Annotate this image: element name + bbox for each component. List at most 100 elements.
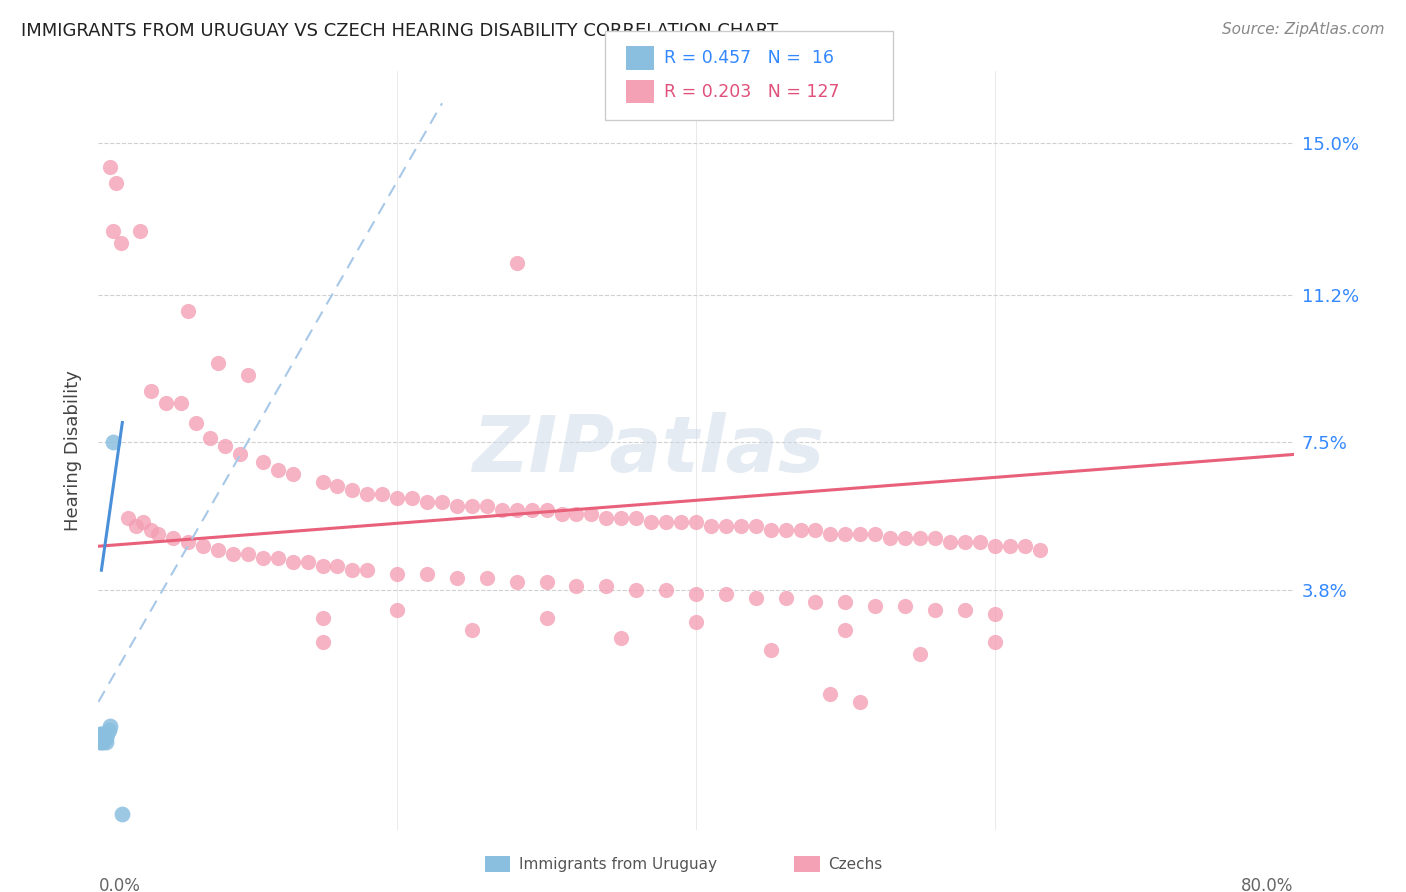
Point [536,575,558,590]
Point [89,727,111,741]
Point [91,727,114,741]
Point [834,527,856,541]
Point [207,543,229,558]
Point [581,508,603,522]
Point [685,615,707,629]
Point [229,447,252,461]
Point [953,535,976,549]
Point [342,563,364,577]
Point [953,603,976,617]
Point [984,635,1007,649]
Point [139,384,162,398]
Text: Source: ZipAtlas.com: Source: ZipAtlas.com [1222,22,1385,37]
Point [1028,543,1050,558]
Point [385,567,409,582]
Point [191,539,214,553]
Point [103,435,125,450]
Point [775,591,797,606]
Point [90,731,112,745]
Point [267,551,290,566]
Point [93,731,115,745]
Point [222,547,245,561]
Point [475,571,498,585]
Point [565,508,588,522]
Point [475,500,498,514]
Point [311,475,333,490]
Point [700,519,723,533]
Point [714,587,737,601]
Point [416,495,439,509]
Point [655,516,678,530]
Point [267,463,290,477]
Point [894,599,917,613]
Point [759,643,782,657]
Text: Immigrants from Uruguay: Immigrants from Uruguay [519,857,717,871]
Point [326,559,349,574]
Point [908,531,931,545]
Point [281,555,304,569]
Point [730,519,752,533]
Point [89,735,111,749]
Point [311,635,333,649]
Point [834,595,856,609]
Point [834,623,856,637]
Point [129,224,152,238]
Point [281,467,304,482]
Point [90,735,112,749]
Point [865,599,887,613]
Point [565,579,588,593]
Point [669,516,692,530]
Point [236,547,259,561]
Point [125,519,148,533]
Point [385,603,409,617]
Point [520,503,543,517]
Point [155,395,177,409]
Point [804,523,827,537]
Point [371,487,394,501]
Point [595,511,617,525]
Point [998,539,1021,553]
Point [200,432,222,446]
Point [714,519,737,533]
Point [461,623,484,637]
Point [894,531,917,545]
Point [685,516,707,530]
Point [789,523,811,537]
Point [89,731,111,745]
Point [207,356,229,370]
Point [91,731,114,745]
Point [326,479,349,493]
Point [491,503,513,517]
Point [105,176,128,190]
Point [111,806,134,821]
Text: 80.0%: 80.0% [1241,878,1294,892]
Text: IMMIGRANTS FROM URUGUAY VS CZECH HEARING DISABILITY CORRELATION CHART: IMMIGRANTS FROM URUGUAY VS CZECH HEARING… [21,22,778,40]
Point [506,503,529,517]
Point [98,719,122,733]
Point [117,511,139,525]
Y-axis label: Hearing Disability: Hearing Disability [65,370,83,531]
Point [311,559,333,574]
Point [236,368,259,382]
Point [416,567,439,582]
Point [655,583,678,598]
Point [536,611,558,625]
Point [536,503,558,517]
Point [184,416,207,430]
Text: R = 0.203   N = 127: R = 0.203 N = 127 [664,83,839,101]
Point [759,523,782,537]
Point [506,256,529,270]
Point [177,303,200,318]
Point [148,527,170,541]
Point [103,224,125,238]
Point [90,727,112,741]
Point [506,575,529,590]
Point [626,511,648,525]
Point [93,731,115,745]
Point [984,539,1007,553]
Point [430,495,453,509]
Point [446,500,468,514]
Point [595,579,617,593]
Point [969,535,991,549]
Point [356,563,378,577]
